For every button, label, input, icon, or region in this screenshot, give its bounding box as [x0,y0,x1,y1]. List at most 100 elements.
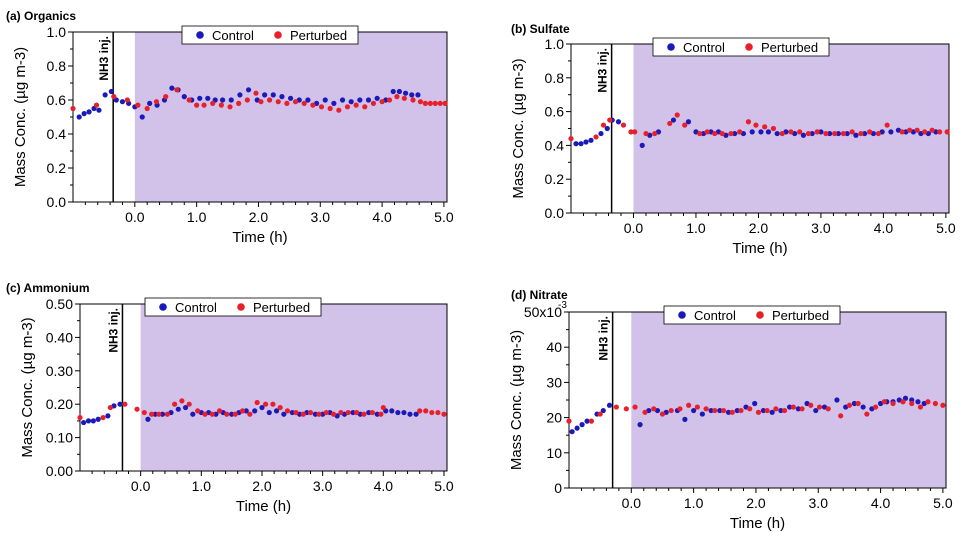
perturbed-point [362,104,368,110]
perturbed-point [263,401,269,407]
y-tick-label: 0.2 [545,171,565,187]
perturbed-point [917,404,924,410]
y-tick-label: 0.6 [545,104,565,120]
perturbed-point [867,129,873,135]
perturbed-point [566,418,572,424]
y-axis-label: Mass Conc. (µg m-3) [508,330,525,470]
legend: Control Perturbed [663,305,841,325]
control-point [637,422,643,428]
y-tick-label: 40 [546,339,562,355]
panel-title: (d) Nitrate [511,288,568,302]
perturbed-point [840,130,847,137]
control-point [717,407,723,414]
perturbed-point [790,404,796,410]
y-tick-label: 50x10 [524,304,562,320]
y-tick-label: 0.8 [545,70,565,86]
x-tick-label: 1.0 [192,478,212,494]
control-point [374,411,380,417]
control-point [774,130,780,137]
perturbation-region [134,32,447,202]
control-point [691,407,697,414]
perturbed-point [216,408,223,414]
panel-title: (c) Ammonium [6,281,90,295]
y-tick-label: 0.50 [46,296,73,312]
control-point [182,404,189,411]
legend: Control Perturbed [144,297,322,317]
perturbed-point [797,129,803,135]
perturbed-point [872,404,879,410]
perturbed-point [122,401,128,407]
perturbed-point [423,408,429,414]
x-tick-label: 0.0 [624,220,644,236]
perturbed-point [909,400,915,407]
perturbed-point [417,99,424,105]
perturbed-point [361,411,367,417]
perturbed-point [712,407,718,414]
organics-panel: NH3 inj. 0.0 1.0 2.0 3.0 4.0 5.0 0.0 0.2 0.4 0.6 0.… [0,0,481,273]
control-point [289,409,295,416]
control-point [85,418,92,424]
legend-control-marker [196,31,204,39]
perturbed-point [944,129,950,135]
legend-control-label: Control [175,300,217,315]
x-tick-label: 2.0 [749,220,769,236]
perturbed-point [875,130,881,137]
control-point [578,141,584,147]
x-tick-label: 0.0 [131,478,151,494]
panel-title: (b) Sulfate [511,22,570,36]
y-tick-label: 1.0 [545,36,565,52]
perturbed-point [195,408,201,414]
perturbed-point [712,130,718,137]
control-point [835,130,842,137]
perturbed-point [336,107,342,113]
control-point [288,95,294,101]
legend-perturbed-label: Perturbed [761,40,818,55]
control-point [708,407,714,414]
control-point [604,125,610,132]
x-tick-label: 5.0 [434,209,454,225]
injection-label: NH3 inj. [106,308,120,353]
y-tick-label: 0.30 [46,363,73,379]
control-point [584,418,590,424]
perturbed-point [849,129,855,135]
perturbed-point [354,409,360,416]
control-point [305,97,311,103]
perturbed-point [307,409,314,416]
perturbed-point [124,97,130,103]
x-tick-label: 4.0 [874,220,894,236]
perturbed-point [401,95,407,101]
perturbed-point [770,125,777,132]
control-point [139,114,145,120]
perturbed-point [593,134,599,140]
legend-perturbed-label: Perturbed [290,28,347,43]
perturbed-point [737,129,743,135]
y-tick-label: 20 [546,410,562,426]
perturbed-point [623,406,629,412]
x-tick-label: 4.0 [374,478,394,494]
x-tick-label: 3.0 [811,220,831,236]
perturbed-point [148,411,155,417]
perturbed-point [275,99,281,105]
legend-control-label: Control [683,40,725,55]
control-point [243,408,249,414]
control-point [108,88,114,95]
nitrate-chart: NH3 inj. 0.0 1.0 2.0 3.0 4.0 5.0 0 10 20 30 40 50x10… [508,288,953,532]
control-point [834,397,840,403]
control-point [752,400,758,407]
legend-perturbed-marker [745,43,753,51]
perturbed-point [210,100,216,106]
perturbed-point [651,406,657,412]
y-tick-label: 0.6 [47,92,67,108]
perturbed-point [247,411,253,417]
control-point [374,95,380,101]
perturbed-point [832,130,838,137]
control-point [573,141,579,147]
control-point [409,92,415,98]
perturbed-point [284,100,290,106]
control-point [266,409,272,416]
perturbed-point [632,404,638,410]
control-point [117,401,123,407]
perturbed-point [386,97,393,103]
control-point [413,411,419,417]
control-point [96,107,102,113]
